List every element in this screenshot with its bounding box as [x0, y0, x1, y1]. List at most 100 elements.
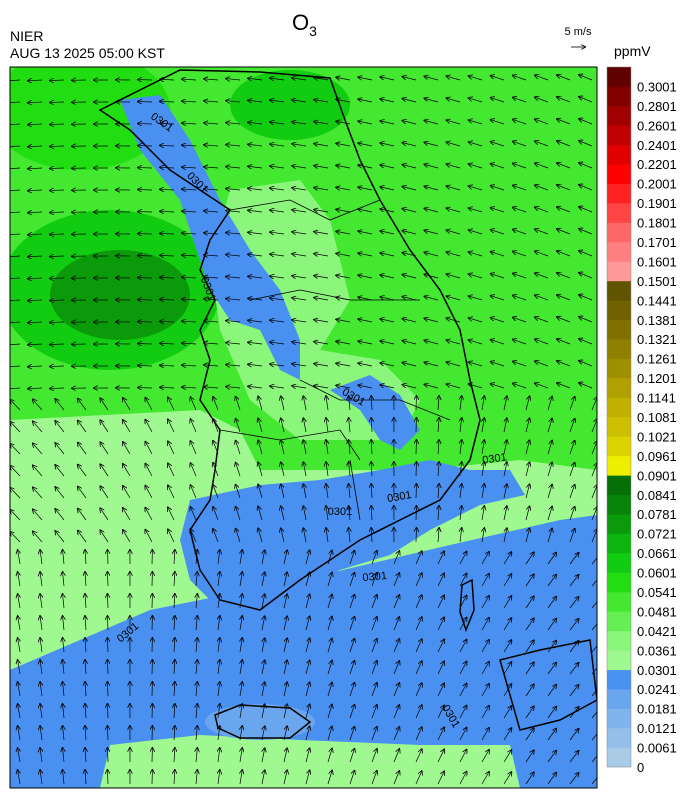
wind-arrow [10, 278, 21, 279]
wind-arrow [349, 462, 350, 477]
wind-arrow [40, 726, 42, 741]
wind-arrow [371, 528, 372, 543]
wind-arrow [415, 705, 422, 719]
wind-arrow [281, 484, 285, 499]
wind-arrow [10, 400, 21, 411]
colorbar-box [607, 339, 631, 359]
wind-arrow [314, 386, 329, 388]
wind-arrow [182, 211, 197, 212]
wind-arrow [591, 685, 597, 697]
wind-arrow [547, 507, 552, 521]
title: O3 [292, 10, 317, 39]
wind-arrow [10, 466, 21, 477]
wind-arrow [557, 251, 571, 257]
wind-arrow [10, 388, 21, 389]
wind-arrow [85, 550, 86, 565]
wind-arrow [10, 510, 21, 521]
wind-arrow [63, 770, 64, 785]
wind-arrow [504, 418, 507, 433]
wind-arrow [349, 661, 354, 675]
colorbar-box [607, 397, 631, 418]
wind-arrow [236, 463, 241, 477]
wind-arrow [240, 704, 242, 719]
colorbar-box [607, 222, 631, 243]
contour-label: 0301 [482, 451, 508, 466]
wind-arrow [371, 705, 377, 719]
wind-arrow [437, 683, 444, 697]
colorbar-box [607, 300, 631, 321]
wind-arrow [569, 397, 575, 411]
wind-arrow [579, 383, 593, 389]
wind-arrow [513, 97, 527, 103]
wind-arrow [525, 728, 534, 741]
wind-arrow [525, 706, 534, 719]
wind-arrow [371, 462, 372, 477]
wind-arrow [63, 572, 64, 587]
colorbar-label: 0.0061 [637, 741, 677, 756]
wind-arrow [482, 396, 484, 411]
colorbar-box [607, 728, 631, 748]
wind-arrow [469, 164, 483, 169]
colorbar-label: 0.0781 [637, 507, 677, 522]
wind-arrow [424, 318, 439, 323]
wind-arrow [349, 749, 354, 763]
wind-arrow [460, 418, 462, 433]
wind-arrow [78, 399, 87, 411]
wind-arrow [438, 484, 439, 499]
wind-arrow [380, 143, 395, 147]
wind-arrow [248, 254, 263, 256]
wind-arrow [107, 594, 108, 609]
wind-arrow [262, 682, 265, 697]
wind-arrow [415, 727, 422, 741]
colorbar-label: 0.2401 [637, 138, 677, 153]
wind-arrow [305, 660, 310, 675]
wind-arrow [204, 277, 219, 278]
wind-vectors [10, 75, 597, 785]
colorbar-label: 0.2001 [637, 177, 677, 192]
wind-arrow [63, 660, 64, 675]
colorbar-label: 0.0961 [637, 449, 677, 464]
wind-arrow [459, 574, 467, 587]
wind-arrow [525, 484, 529, 499]
wind-arrow [579, 229, 593, 235]
wind-arrow [196, 726, 197, 741]
wind-arrow [424, 252, 439, 257]
wind-arrow [281, 396, 285, 411]
wind-arrow [469, 230, 483, 235]
wind-arrow [100, 442, 109, 455]
wind-arrow [535, 97, 549, 103]
wind-arrow [50, 344, 65, 345]
wind-arrow [196, 660, 197, 675]
wind-arrow [314, 276, 329, 278]
colorbar-box [607, 669, 631, 690]
wind-arrow [213, 529, 219, 543]
colorbar-label: 0.0121 [637, 721, 677, 736]
wind-arrow [18, 770, 20, 785]
wind-arrow [579, 119, 593, 125]
wind-arrow [236, 507, 241, 521]
wind-arrow [460, 462, 462, 477]
wind-arrow [305, 616, 310, 631]
wind-arrow [371, 749, 377, 763]
wind-arrow [78, 487, 87, 499]
wind-arrow [10, 190, 21, 191]
wind-arrow [270, 364, 285, 366]
field-region [210, 180, 420, 440]
wind-arrow [270, 78, 285, 80]
wind-arrow [504, 462, 507, 477]
wind-arrow [145, 530, 153, 543]
wind-arrow [262, 770, 265, 785]
wind-arrow [327, 617, 332, 631]
wind-arrow [226, 321, 241, 322]
wind-arrow [248, 364, 263, 366]
wind-arrow [213, 463, 219, 477]
wind-arrow [349, 727, 354, 741]
wind-arrow [557, 273, 571, 279]
wind-arrow [258, 529, 263, 543]
wind-arrow [262, 594, 265, 609]
wind-arrow [305, 748, 310, 763]
wind-arrow [525, 396, 529, 411]
wind-arrow [482, 462, 484, 477]
wind-arrow [18, 726, 20, 741]
